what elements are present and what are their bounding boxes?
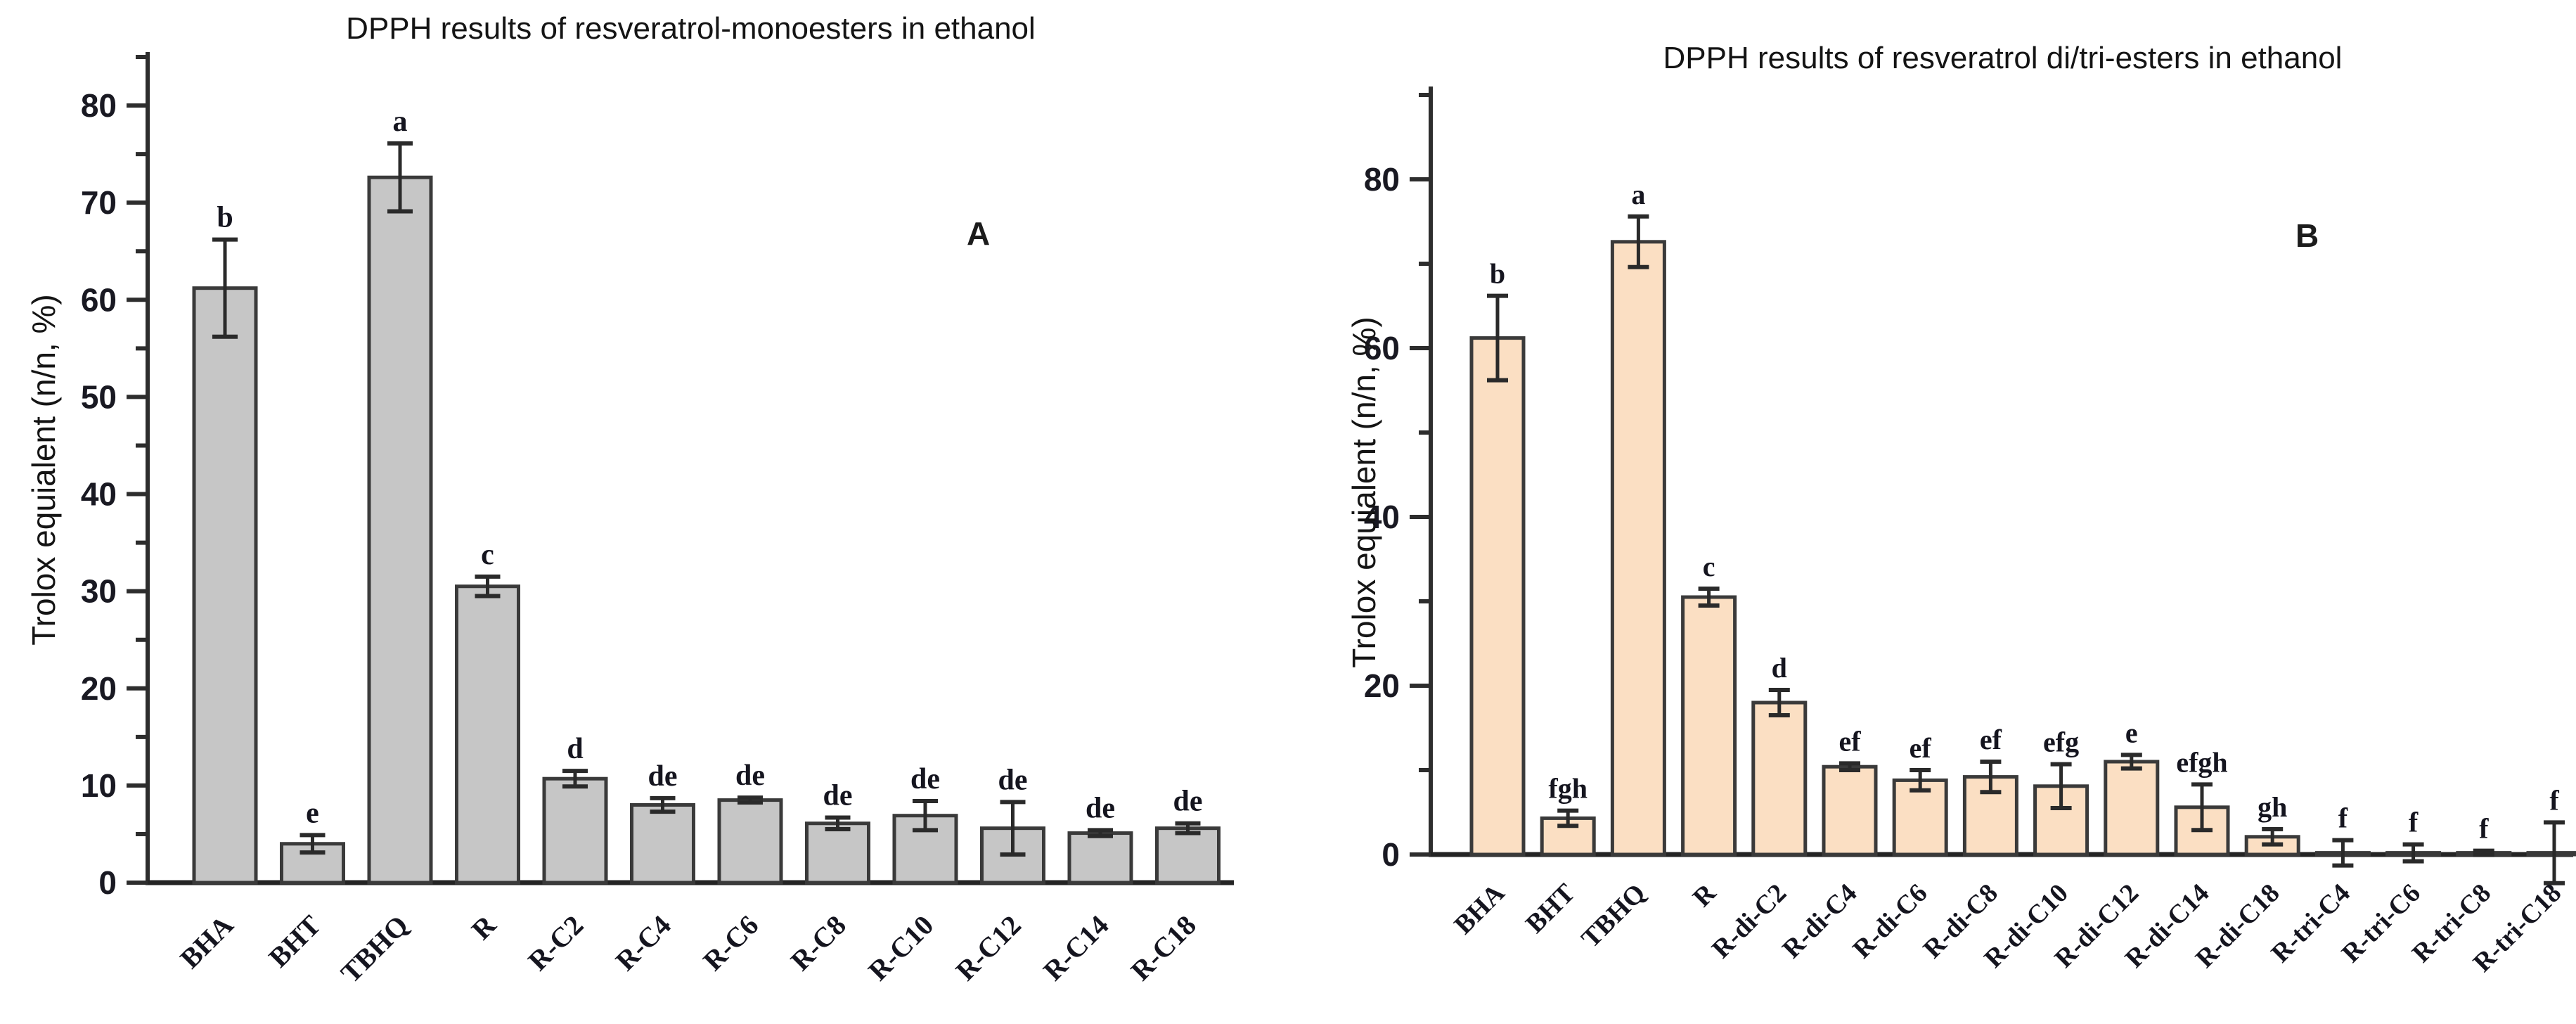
x-category-label: R-C14 xyxy=(1037,909,1114,987)
x-category-label: TBHQ xyxy=(1576,878,1651,954)
x-category-label: R-C12 xyxy=(949,909,1026,987)
significance-letter: de xyxy=(910,763,940,795)
panel-b-letter: B xyxy=(2295,217,2319,254)
significance-letter: e xyxy=(306,797,319,829)
significance-letter: f xyxy=(2338,802,2348,834)
x-category-label: BHT xyxy=(262,909,327,973)
y-tick-label: 60 xyxy=(1364,330,1400,366)
chart-a-y-axis-label: Trolox equialent (n/n, %) xyxy=(25,294,62,646)
bar xyxy=(1067,831,1133,885)
bar xyxy=(1610,240,1666,857)
significance-letter: ef xyxy=(1910,732,1932,764)
x-category-label: R xyxy=(1687,878,1722,912)
significance-letter: efg xyxy=(2043,727,2079,758)
x-category-label: R-C10 xyxy=(862,909,939,987)
bar xyxy=(1681,595,1737,857)
x-category-label: TBHQ xyxy=(335,909,415,990)
significance-letter: d xyxy=(567,733,583,765)
y-tick-label: 50 xyxy=(81,378,117,415)
x-category-label: BHA xyxy=(1448,878,1510,940)
significance-letter: f xyxy=(2479,813,2489,845)
x-category-label: R xyxy=(465,909,503,946)
bar xyxy=(367,175,433,885)
x-category-label: R-C4 xyxy=(610,909,677,977)
significance-letter: c xyxy=(481,539,494,571)
bar xyxy=(1892,778,1948,857)
x-category-label: R-C18 xyxy=(1124,909,1202,987)
bar xyxy=(1822,764,1878,857)
bar xyxy=(717,798,783,885)
y-tick-label: 40 xyxy=(81,476,117,513)
y-tick-label: 0 xyxy=(98,864,117,901)
panel-a-letter: A xyxy=(967,215,991,252)
bar xyxy=(1155,826,1221,885)
chart-b-title: DPPH results of resveratrol di/tri-ester… xyxy=(1663,41,2343,75)
y-tick-label: 80 xyxy=(81,87,117,124)
x-category-label: R-di-C4 xyxy=(1777,878,1862,964)
y-tick-label: 20 xyxy=(1364,667,1400,704)
significance-letter: a xyxy=(1631,179,1645,210)
x-category-label: BHA xyxy=(174,909,239,974)
y-tick-label: 80 xyxy=(1364,161,1400,198)
significance-letter: ef xyxy=(1980,724,2002,755)
significance-letter: de xyxy=(1173,786,1203,818)
x-category-label: R-tri-C6 xyxy=(2336,878,2426,968)
bar xyxy=(1751,700,1808,857)
bar xyxy=(2526,851,2576,857)
x-category-label: R-tri-C4 xyxy=(2266,878,2356,968)
bar xyxy=(1469,336,1526,857)
y-tick-label: 10 xyxy=(81,767,117,804)
significance-letter: a xyxy=(393,105,408,138)
bar xyxy=(630,803,695,885)
bar xyxy=(455,584,520,885)
significance-letter: b xyxy=(1490,258,1505,290)
significance-letter: de xyxy=(823,779,853,812)
x-category-label: R-C2 xyxy=(522,909,589,977)
significance-letter: d xyxy=(1772,652,1787,684)
bar xyxy=(805,821,870,885)
bar xyxy=(2104,760,2160,857)
significance-letter: de xyxy=(1086,792,1115,824)
bar xyxy=(1962,775,2018,857)
y-tick-label: 60 xyxy=(81,281,117,318)
chart-b-y-axis-label: Trolox equialent (n/n, %) xyxy=(1346,316,1382,668)
bar xyxy=(192,286,258,885)
x-category-label: R-C6 xyxy=(697,909,764,977)
significance-letter: e xyxy=(2125,717,2138,748)
x-category-label: R-di-C2 xyxy=(1706,878,1792,964)
significance-letter: efgh xyxy=(2176,746,2227,778)
significance-letter: de xyxy=(735,760,765,792)
bar xyxy=(542,776,608,885)
x-category-label: BHT xyxy=(1520,878,1580,939)
significance-letter: f xyxy=(2409,807,2419,838)
significance-letter: de xyxy=(648,760,678,793)
significance-letter: c xyxy=(1703,551,1715,582)
y-tick-label: 40 xyxy=(1364,499,1400,535)
chart-a-title: DPPH results of resveratrol-monoesters i… xyxy=(346,11,1036,46)
x-category-label: R-C8 xyxy=(785,909,852,977)
significance-letter: ef xyxy=(1838,725,1861,757)
chart-a-plot: 0 10 20 30 40 50 60 70 80 b BHA e BHT a TBHQ c Rd R-C2 de R… xyxy=(81,52,1234,990)
significance-letter: de xyxy=(998,764,1028,796)
significance-letter: gh xyxy=(2258,791,2287,823)
y-tick-label: 30 xyxy=(81,573,117,610)
chart-b-plot: 020406080bBHAfghBHTaTBHQcRdR-di-C2efR-di… xyxy=(1364,87,2576,978)
significance-letter: f xyxy=(2549,784,2559,816)
y-tick-label: 20 xyxy=(81,670,117,707)
y-tick-label: 0 xyxy=(1382,836,1400,873)
y-tick-label: 70 xyxy=(81,184,117,221)
significance-letter: fgh xyxy=(1548,773,1588,805)
significance-letter: b xyxy=(217,202,233,234)
x-category-label: R-di-C6 xyxy=(1847,878,1933,964)
